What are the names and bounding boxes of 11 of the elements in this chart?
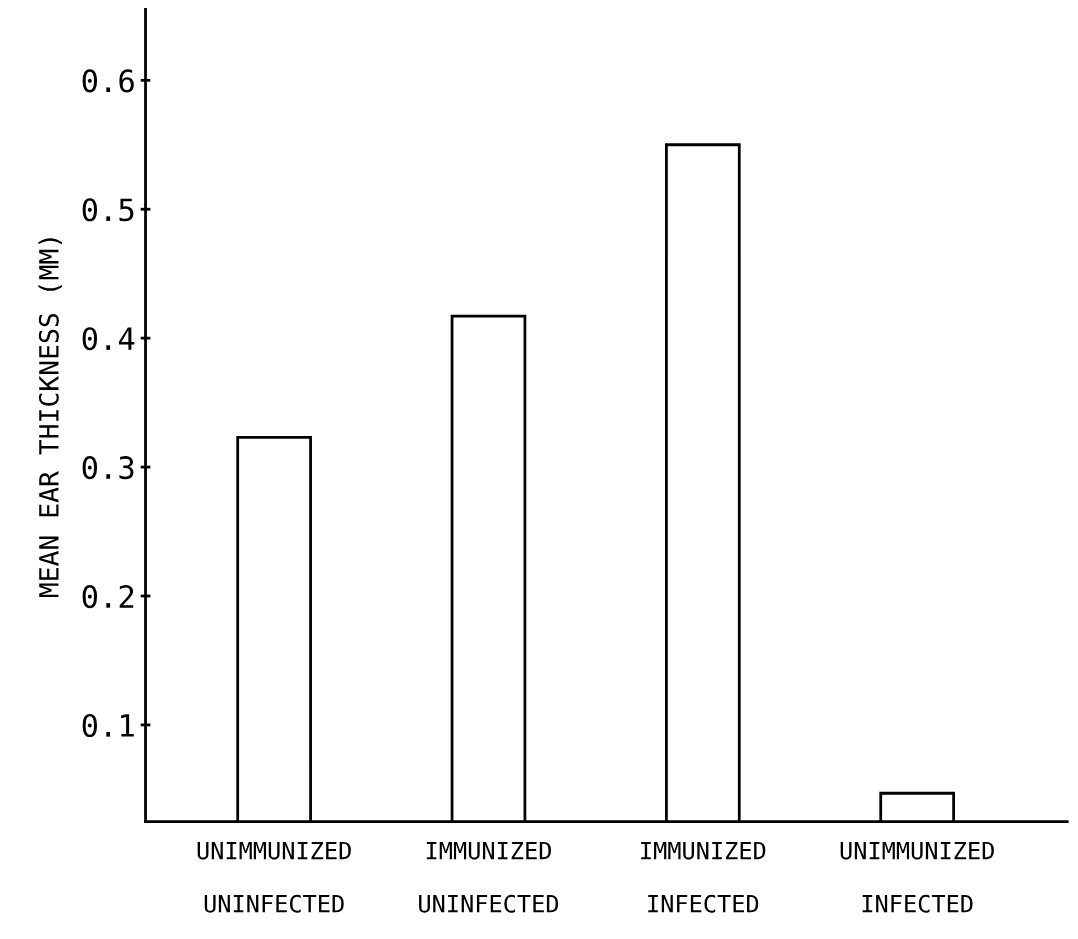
y-tick-label: 0.5 [82, 198, 134, 222]
y-tick-label: 0.6 [82, 69, 134, 93]
category-label: IMMUNIZED INFECTED [641, 841, 766, 913]
y-tick-label: 0.1 [82, 713, 134, 738]
y-tick-label: 0.4 [82, 327, 135, 351]
y-axis-title: MEAN EAR THICKNESS (MM) [38, 238, 62, 598]
category-label: UNIMMUNIZED INFECTED [840, 841, 994, 913]
y-tick-label: 0.3 [82, 456, 134, 480]
category-label: IMMUNIZED UNINFECTED [419, 841, 559, 913]
y-tick-label: 0.2 [82, 585, 134, 609]
category-label: UNIMMUNIZED UNINFECTED [197, 841, 351, 913]
